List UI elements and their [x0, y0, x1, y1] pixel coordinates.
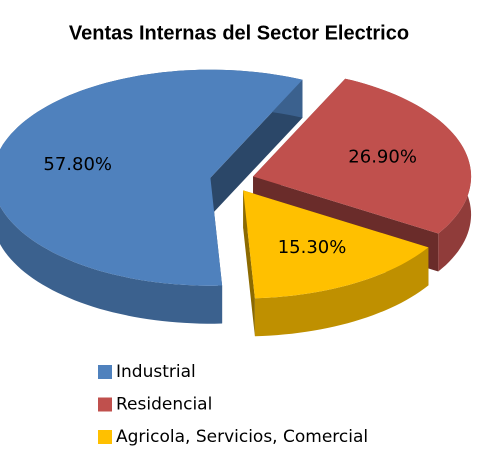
- legend-label: Residencial: [116, 395, 212, 415]
- chart-title: Ventas Internas del Sector Electrico: [69, 22, 409, 44]
- slice: [253, 78, 472, 234]
- data-label: 15.30%: [278, 237, 347, 258]
- slice: [0, 69, 303, 286]
- slice-side: [210, 79, 303, 216]
- legend-label: Industrial: [116, 362, 196, 382]
- slice-side: [254, 247, 429, 337]
- slice-side: [243, 190, 255, 337]
- data-label: 26.90%: [348, 146, 417, 167]
- data-label: 57.80%: [43, 154, 112, 175]
- legend-swatch: [98, 430, 112, 444]
- legend-swatch: [98, 365, 112, 379]
- legend-label: Agricola, Servicios, Comercial: [116, 427, 368, 447]
- pie-tops: [0, 69, 472, 299]
- legend-swatch: [98, 397, 112, 412]
- slice: [243, 190, 429, 299]
